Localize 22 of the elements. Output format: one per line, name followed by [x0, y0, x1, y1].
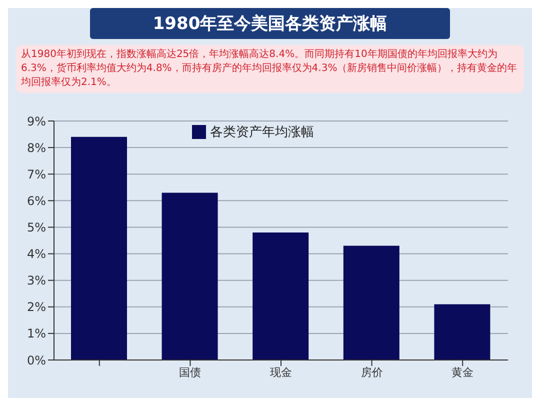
y-tick-label: 1%: [26, 326, 46, 341]
y-tick-label: 0%: [26, 353, 46, 368]
chart-subtitle: 从1980年初到现在，指数涨幅高达25倍，年均涨幅高达8.4%。而同期持有10年期国债的年均回报率大约为6.3%，货币利率均值大约为4.8%，而持有房产的年均回报率仅为4.3%（新房销售中间价涨幅），持有黄金的年均回报率仅为2.1%。: [16, 45, 524, 93]
bar: [162, 192, 218, 360]
chart-title: 1980年至今美国各类资产涨幅: [90, 8, 450, 39]
bar: [71, 136, 127, 360]
y-tick-label: 6%: [26, 194, 46, 208]
y-tick-label: 3%: [26, 274, 46, 288]
y-tick-label: 2%: [26, 300, 46, 314]
y-tick-label: 4%: [26, 247, 46, 262]
x-tick-label: 黄金: [452, 366, 474, 379]
legend-label: 各类资产年均涨幅: [210, 125, 314, 140]
y-tick-label: 5%: [26, 220, 46, 234]
bar: [252, 232, 309, 360]
bar: [343, 246, 400, 360]
bar: [434, 304, 490, 360]
y-tick-label: 9%: [26, 114, 46, 128]
x-tick-label: 国债: [179, 366, 202, 379]
x-tick-label: 房价: [360, 366, 383, 379]
x-tick-label: 现金: [270, 366, 292, 379]
y-tick-label: 8%: [26, 140, 46, 155]
y-tick-label: 7%: [26, 167, 46, 182]
